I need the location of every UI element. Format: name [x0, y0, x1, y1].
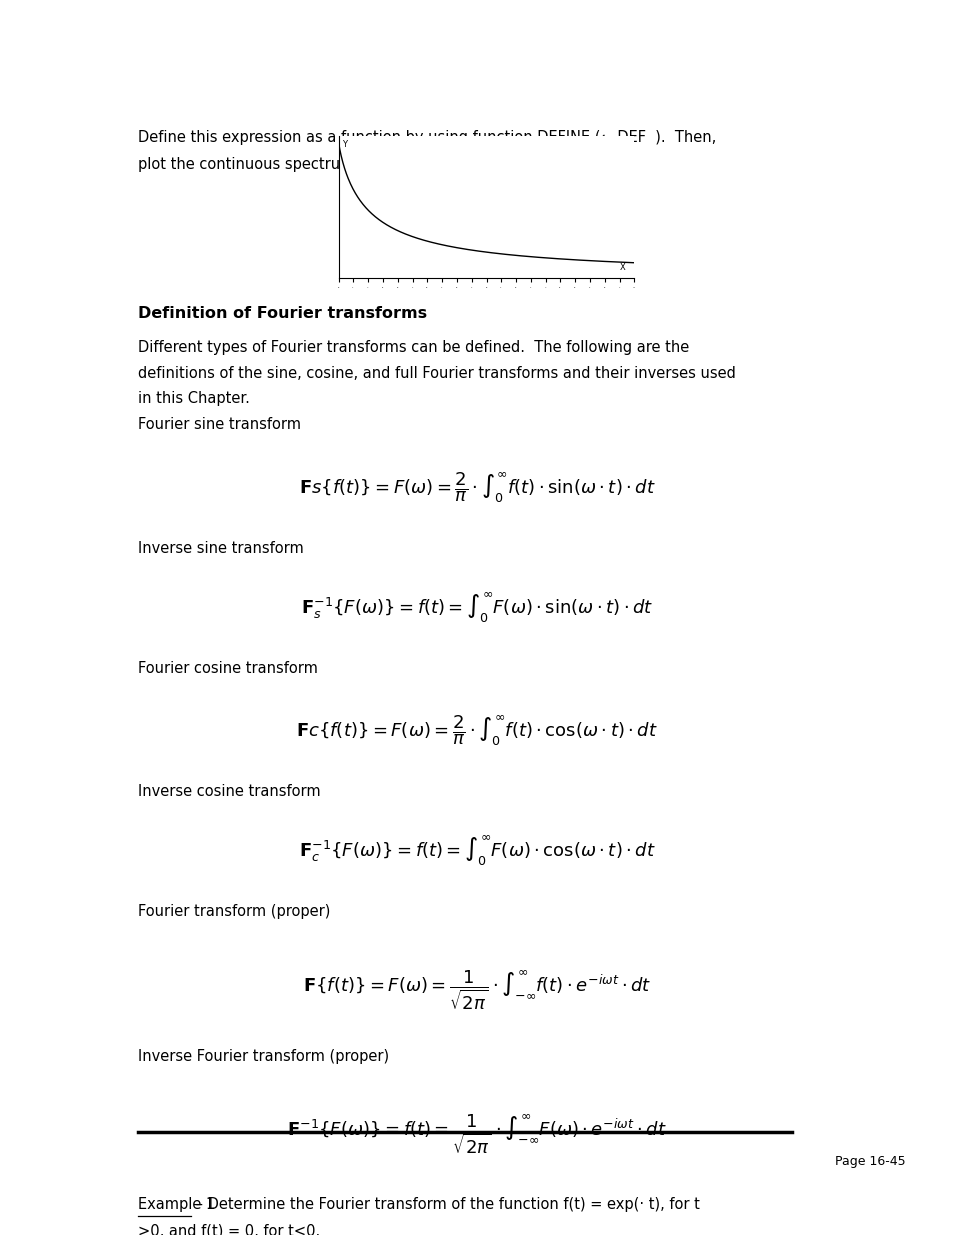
Text: Inverse Fourier transform (proper): Inverse Fourier transform (proper): [138, 1049, 389, 1063]
Text: $\mathbf{F}c\{f(t)\} = F(\omega) = \dfrac{2}{\pi}\cdot\int_0^{\infty} f(t)\cdot\: $\mathbf{F}c\{f(t)\} = F(\omega) = \dfra…: [295, 714, 658, 748]
Text: Fourier sine transform: Fourier sine transform: [138, 417, 301, 432]
Text: in this Chapter.: in this Chapter.: [138, 391, 250, 406]
Text: Fourier transform (proper): Fourier transform (proper): [138, 904, 331, 919]
Text: Definition of Fourier transforms: Definition of Fourier transforms: [138, 306, 427, 321]
Text: Page 16-45: Page 16-45: [834, 1155, 904, 1168]
Text: X: X: [619, 263, 625, 272]
Text: Different types of Fourier transforms can be defined.  The following are the: Different types of Fourier transforms ca…: [138, 340, 689, 354]
Text: Example 1: Example 1: [138, 1197, 215, 1212]
Text: Inverse cosine transform: Inverse cosine transform: [138, 784, 320, 799]
Text: $\mathbf{F}_s^{-1}\{F(\omega)\} = f(t) = \int_0^{\infty} F(\omega)\cdot\sin(\ome: $\mathbf{F}_s^{-1}\{F(\omega)\} = f(t) =…: [300, 590, 653, 625]
Text: Y: Y: [341, 140, 346, 149]
Text: plot the continuous spectrum,  in the range 0 < ω < 10, as:: plot the continuous spectrum, in the ran…: [138, 157, 577, 172]
Text: definitions of the sine, cosine, and full Fourier transforms and their inverses : definitions of the sine, cosine, and ful…: [138, 366, 736, 380]
Text: Inverse sine transform: Inverse sine transform: [138, 541, 304, 556]
Text: $\mathbf{F}^{-1}\{F(\omega)\} = f(t) = \dfrac{1}{\sqrt{2\pi}}\cdot\int_{-\infty}: $\mathbf{F}^{-1}\{F(\omega)\} = f(t) = \…: [287, 1113, 666, 1156]
Text: Define this expression as a function by using function DEFINE (⇐ DEF  ).  Then,: Define this expression as a function by …: [138, 130, 716, 144]
Text: $\mathbf{F}_c^{-1}\{F(\omega)\} = f(t) = \int_0^{\infty} F(\omega)\cdot\cos(\ome: $\mathbf{F}_c^{-1}\{F(\omega)\} = f(t) =…: [298, 834, 655, 868]
Text: >0, and f(t) = 0, for t<0.: >0, and f(t) = 0, for t<0.: [138, 1224, 320, 1235]
Text: $\mathbf{F}s\{f(t)\} = F(\omega) = \dfrac{2}{\pi}\cdot\int_0^{\infty} f(t)\cdot\: $\mathbf{F}s\{f(t)\} = F(\omega) = \dfra…: [298, 471, 655, 505]
Text: $\mathbf{F}\{f(t)\} = F(\omega) = \dfrac{1}{\sqrt{2\pi}}\cdot\int_{-\infty}^{\in: $\mathbf{F}\{f(t)\} = F(\omega) = \dfrac…: [302, 968, 651, 1011]
Text: Fourier cosine transform: Fourier cosine transform: [138, 661, 318, 676]
Text: – Determine the Fourier transform of the function f(t) = exp(· t), for t: – Determine the Fourier transform of the…: [191, 1197, 699, 1212]
